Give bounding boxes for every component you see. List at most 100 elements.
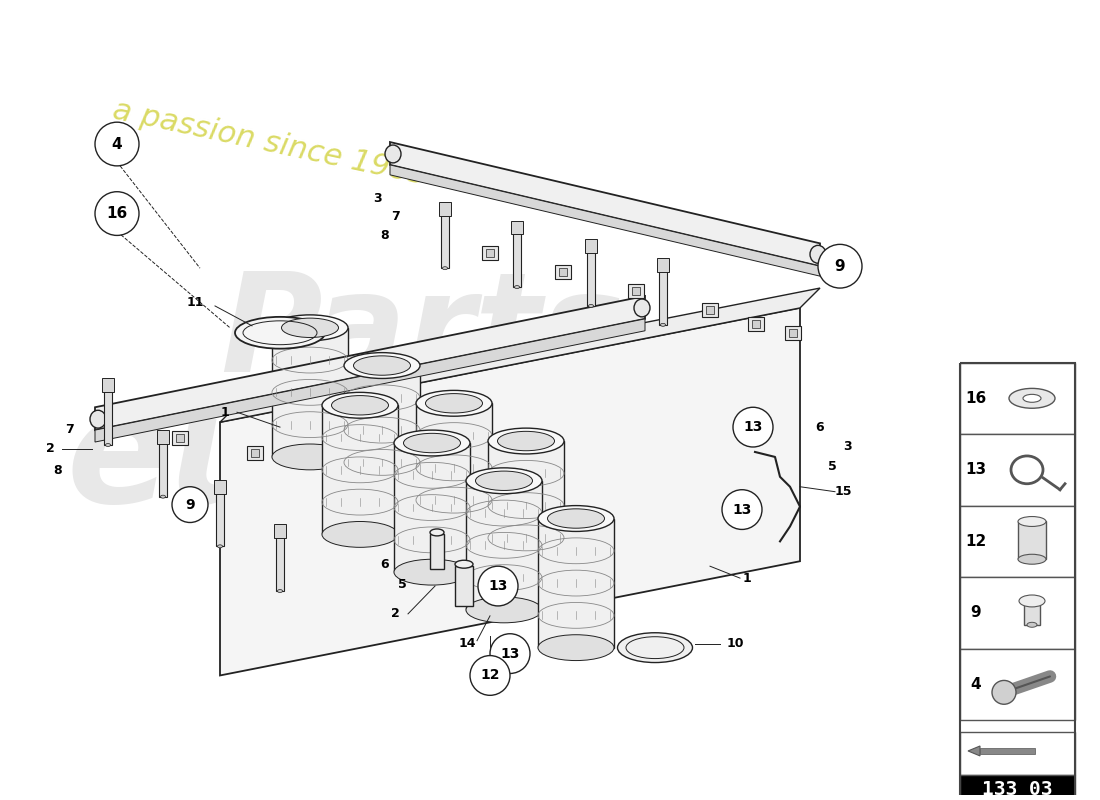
Polygon shape — [220, 308, 800, 675]
Circle shape — [733, 407, 773, 447]
Ellipse shape — [1023, 394, 1041, 402]
Ellipse shape — [810, 246, 826, 263]
Ellipse shape — [538, 506, 614, 531]
Text: 7: 7 — [66, 422, 75, 436]
Bar — [274, 525, 286, 538]
Text: 2: 2 — [45, 442, 54, 455]
Ellipse shape — [488, 558, 564, 583]
Bar — [216, 492, 224, 546]
Bar — [251, 449, 258, 457]
Bar — [512, 221, 522, 234]
Bar — [960, 577, 1075, 649]
Text: 13: 13 — [966, 462, 987, 478]
Ellipse shape — [617, 633, 693, 662]
Bar — [102, 378, 114, 392]
Bar — [659, 270, 667, 325]
Ellipse shape — [426, 394, 483, 413]
Ellipse shape — [588, 305, 594, 307]
Bar — [587, 251, 595, 306]
Bar — [482, 246, 498, 260]
Bar — [706, 306, 714, 314]
Polygon shape — [394, 443, 470, 572]
Ellipse shape — [1009, 388, 1055, 408]
Text: 9: 9 — [970, 606, 981, 620]
Text: 2: 2 — [390, 607, 399, 620]
Ellipse shape — [538, 634, 614, 661]
Circle shape — [95, 192, 139, 235]
Text: 9: 9 — [185, 498, 195, 512]
Circle shape — [992, 681, 1016, 704]
Text: 10: 10 — [726, 637, 744, 650]
Circle shape — [95, 122, 139, 166]
Polygon shape — [220, 288, 819, 422]
Text: 1: 1 — [742, 572, 751, 585]
Bar — [748, 317, 764, 330]
Ellipse shape — [90, 410, 106, 428]
Bar — [960, 775, 1075, 800]
Bar — [276, 536, 284, 591]
Bar — [702, 303, 718, 317]
Ellipse shape — [466, 468, 542, 494]
Bar — [960, 434, 1075, 506]
Bar — [1024, 601, 1040, 625]
Bar — [157, 430, 169, 444]
Ellipse shape — [1027, 622, 1037, 627]
Ellipse shape — [488, 428, 564, 454]
Ellipse shape — [394, 559, 470, 585]
Text: a passion since 1985: a passion since 1985 — [110, 95, 430, 190]
Text: 5: 5 — [827, 460, 836, 474]
Polygon shape — [488, 441, 564, 570]
Circle shape — [470, 655, 510, 695]
Ellipse shape — [1018, 517, 1046, 526]
Bar — [455, 566, 473, 606]
Bar — [632, 287, 640, 295]
Bar — [214, 480, 225, 494]
Text: 8: 8 — [54, 464, 63, 478]
Polygon shape — [466, 481, 542, 610]
Text: 13: 13 — [733, 502, 751, 517]
Text: 12: 12 — [966, 534, 987, 549]
Bar — [960, 649, 1075, 720]
Polygon shape — [95, 319, 645, 442]
Ellipse shape — [106, 443, 110, 446]
Bar — [486, 250, 494, 258]
Text: 16: 16 — [107, 206, 128, 221]
Bar — [1018, 522, 1046, 559]
Text: 12: 12 — [481, 669, 499, 682]
Text: 11: 11 — [186, 297, 204, 310]
Polygon shape — [272, 328, 348, 457]
Circle shape — [478, 566, 518, 606]
Ellipse shape — [353, 356, 410, 375]
Ellipse shape — [1019, 595, 1045, 607]
Bar — [172, 431, 188, 445]
Bar — [657, 258, 669, 272]
Ellipse shape — [430, 529, 444, 536]
Bar — [176, 434, 184, 442]
Bar — [960, 732, 1075, 775]
Bar — [980, 748, 1035, 754]
Ellipse shape — [385, 145, 402, 163]
Ellipse shape — [331, 395, 388, 415]
Bar — [556, 266, 571, 279]
Circle shape — [172, 486, 208, 522]
Bar — [441, 214, 449, 268]
Ellipse shape — [515, 286, 519, 289]
Text: 3: 3 — [374, 192, 383, 205]
Polygon shape — [538, 518, 614, 648]
Polygon shape — [390, 165, 820, 276]
Text: 3: 3 — [843, 441, 851, 454]
Polygon shape — [390, 142, 820, 266]
Text: 14: 14 — [459, 637, 475, 650]
Bar — [430, 534, 444, 569]
Ellipse shape — [344, 353, 420, 378]
Bar — [104, 390, 112, 445]
Ellipse shape — [497, 431, 554, 450]
Ellipse shape — [277, 590, 283, 593]
Bar — [752, 320, 760, 328]
Ellipse shape — [344, 482, 420, 507]
Ellipse shape — [455, 560, 473, 568]
Ellipse shape — [282, 318, 339, 338]
Polygon shape — [968, 746, 980, 756]
Bar — [559, 268, 566, 276]
Circle shape — [490, 634, 530, 674]
